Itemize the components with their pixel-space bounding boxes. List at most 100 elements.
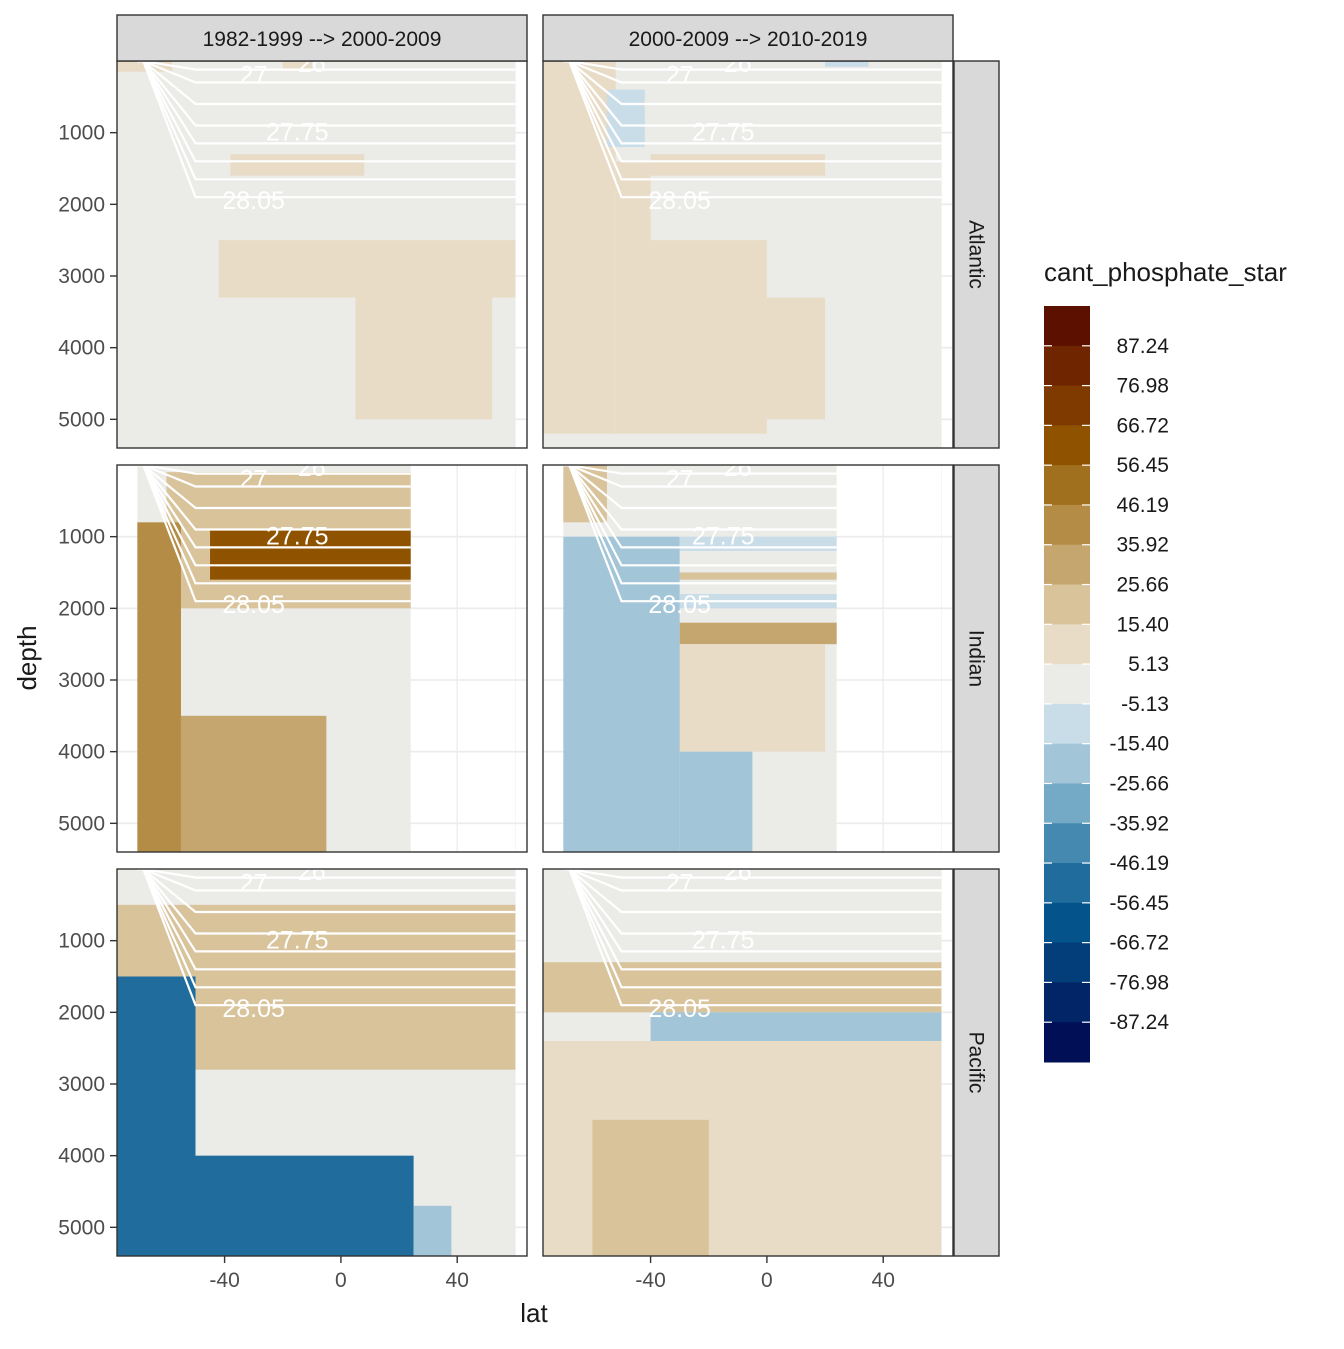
panel-indian-1: 26 27 27.75 28.05 [116,464,528,853]
isopycnal-line [563,465,837,603]
legend-color-bin [1044,1022,1090,1063]
isopycnal-line [137,465,411,585]
isopycnal-line [563,869,942,892]
legend-color-bin [1044,624,1090,665]
section-cell [355,297,493,420]
isopycnal-contours: 26 27 27.75 28.05 [137,61,516,215]
x-tick-label: 40 [446,1269,469,1292]
isopycnal-line [563,61,942,145]
isopycnal-line [137,61,516,181]
legend-color-bin [1044,982,1090,1023]
legend: 87.24 76.98 66.72 56.45 46.19 35.92 25.66 15.40… [1044,306,1169,1063]
isopycnal-contours: 26 27 27.75 28.05 [563,61,942,215]
legend-color-bin [1044,544,1090,586]
isopycnal-line [563,61,942,199]
isopycnal-line [563,465,837,549]
panel-border [116,868,528,1257]
isopycnal-label: 28.05 [222,187,285,215]
isopycnal-line [563,61,942,106]
isopycnal-line [137,465,411,549]
col-strip [116,14,528,62]
isopycnal-line [137,61,516,163]
section-cell [766,297,826,420]
row-strip-label: Atlantic [965,220,988,289]
y-tick-label: 2000 [58,1001,105,1024]
section-cell [615,161,651,434]
isopycnal-label: 28.05 [222,995,285,1023]
legend-color-bin [1044,902,1090,944]
y-tick-label: 2000 [58,193,105,216]
panel-border [116,464,528,853]
isopycnal-line [137,465,411,567]
isopycnal-line [137,61,516,71]
isopycnal-line [137,465,411,531]
panels-layer: 26 27 27.75 28.05 26 27 27.75 28.05 26 27 27.75 28.… [116,60,954,1257]
y-tick-label: 4000 [58,337,105,360]
isopycnal-label: 26 [298,858,326,886]
legend-label: -35.92 [1109,812,1169,835]
legend-label: 25.66 [1116,574,1169,597]
y-tick-label: 3000 [58,265,105,288]
legend-color-bin [1044,345,1090,387]
isopycnal-contours: 26 27 27.75 28.05 [137,858,516,1023]
section-cell [636,572,837,580]
y-tick-label: 4000 [58,1145,105,1168]
legend-color-bin [1044,664,1090,705]
section-cell [650,1012,942,1041]
section-cell [650,240,767,434]
isopycnal-label: 27.75 [266,927,329,955]
legend-color-bin [1044,425,1090,466]
isopycnal-label: 27.75 [266,523,329,551]
legend-label: 76.98 [1116,375,1169,398]
y-tick-label: 1000 [58,930,105,953]
legend-color-bin [1044,703,1090,745]
isopycnal-line [563,465,837,475]
isopycnal-line [137,61,516,199]
facet-strips: 1982-1999 --> 2000-2009 2000-2009 --> 201… [116,14,1000,1257]
isopycnal-line [137,869,516,935]
col-strip-label: 1982-1999 --> 2000-2009 [203,28,442,51]
row-strip-label: Pacific [965,1032,988,1094]
x-tick-label: 0 [335,1269,347,1292]
panel-atlantic-2: 26 27 27.75 28.05 [542,60,954,449]
section-cell [218,240,516,298]
legend-color-bin [1044,823,1090,864]
legend-color-bin [1044,306,1090,347]
section-cell [679,751,753,852]
isopycnal-line [563,869,942,935]
y-tick-label: 1000 [58,122,105,145]
x-tick-label: -40 [635,1269,665,1292]
legend-label: -5.13 [1121,693,1169,716]
y-tick-label: 5000 [58,408,105,431]
isopycnal-line [137,869,516,953]
x-tick-label: -40 [209,1269,239,1292]
isopycnal-line [563,869,942,879]
y-tick-label: 3000 [58,1073,105,1096]
isopycnal-label: 27.75 [692,927,755,955]
isopycnal-label: 26 [724,858,752,886]
legend-label: 5.13 [1128,653,1169,676]
isopycnal-line [563,869,942,971]
col-strip [542,14,954,62]
legend-label: 87.24 [1116,335,1169,358]
x-tick-label: 40 [872,1269,895,1292]
panel-border [542,464,954,853]
row-strip [953,464,1000,853]
row-strip [953,60,1000,449]
isopycnal-line [137,61,516,145]
section-cell [825,61,869,67]
isopycnal-contours: 26 27 27.75 28.05 [563,858,942,1023]
isopycnal-label: 27 [240,61,268,89]
section-cell [137,522,181,852]
isopycnal-label: 27 [240,465,268,493]
panel-pacific-2: 26 27 27.75 28.05 [542,858,954,1257]
panel-pacific-1: 26 27 27.75 28.05 [116,858,528,1257]
legend-label: 15.40 [1116,613,1169,636]
isopycnal-label: 28.05 [648,187,711,215]
legend-title: cant_phosphate_star [1044,257,1287,287]
isopycnal-line [137,61,516,84]
isopycnal-label: 27 [666,61,694,89]
legend-label: -56.45 [1109,892,1169,915]
isopycnal-line [563,869,942,989]
